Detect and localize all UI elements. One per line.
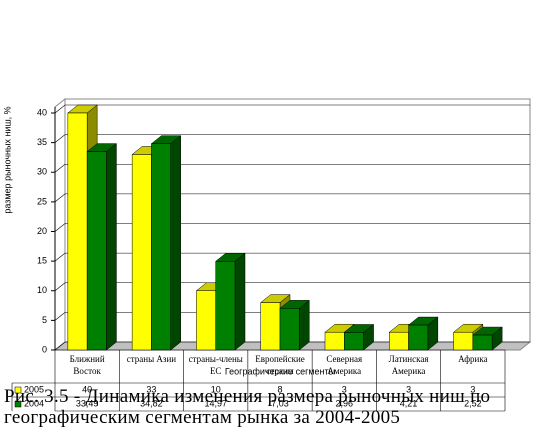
category-cell: Африка	[458, 354, 488, 364]
y-tick-label: 40	[37, 107, 47, 117]
bar	[215, 261, 236, 351]
data-label: 10	[211, 384, 221, 394]
grid-line	[54, 163, 530, 173]
bar-side	[170, 135, 181, 351]
data-label: 33	[146, 384, 156, 394]
bar-side	[299, 299, 310, 351]
grid-line	[54, 193, 530, 203]
x-tick-label: Ближний Восток	[69, 354, 105, 376]
data-label: 2,52	[464, 398, 482, 408]
legend-swatch	[14, 386, 22, 394]
bar-side	[106, 143, 117, 351]
caption: Рис. 3.5 - Динамика изменения размера ры…	[4, 386, 491, 428]
y-tick-label: 20	[37, 226, 47, 236]
x-tick-label: Северная Америка	[326, 354, 363, 376]
grid-line	[54, 104, 530, 114]
x-tick-label: Латинская Америка	[388, 354, 429, 376]
legend-swatch	[14, 400, 22, 408]
category-cell: страны-члены ЕС	[188, 354, 243, 376]
bar	[86, 151, 107, 351]
data-label: 3	[342, 384, 347, 394]
bar	[196, 290, 216, 351]
data-label: 14,97	[204, 398, 227, 408]
bar	[453, 331, 474, 351]
bar	[131, 154, 152, 351]
y-tick-label: 15	[37, 256, 47, 266]
bar	[279, 308, 300, 351]
y-tick-label: 0	[42, 344, 47, 354]
data-label: 40	[82, 384, 92, 394]
data-label: 33,49	[76, 398, 99, 408]
x-tick-label: Африка	[458, 354, 488, 364]
y-tick-label: 35	[37, 137, 47, 147]
category-cell: Европейские страны	[255, 354, 305, 376]
grid-line	[54, 252, 530, 262]
grid-line	[54, 134, 530, 143]
bar	[344, 332, 364, 351]
category-cell: Ближний Восток	[69, 354, 105, 376]
bar-side	[234, 252, 246, 351]
category-cell: страны Азии	[126, 354, 177, 364]
bar	[151, 143, 171, 351]
legend-label: 2005	[24, 384, 44, 394]
data-label: 2,96	[336, 398, 354, 408]
data-label: 34,82	[140, 398, 163, 408]
category-cell: Латинская Америка	[388, 354, 429, 376]
bar	[67, 112, 88, 351]
data-label: 3	[470, 384, 475, 394]
grid-line	[54, 341, 530, 351]
data-label: 3	[406, 384, 411, 394]
bar	[408, 324, 429, 351]
grid-line	[54, 223, 530, 232]
y-axis-label: размер рыночных ниш, %	[2, 106, 12, 213]
data-label: 4,21	[400, 398, 418, 408]
y-tick-label: 30	[37, 167, 47, 177]
x-axis-label: Географические сегменты	[225, 366, 335, 376]
bar	[324, 331, 345, 351]
x-tick-label: страны-члены ЕС	[188, 354, 243, 376]
y-tick-label: 5	[42, 315, 47, 325]
bar	[472, 334, 493, 351]
category-cell: Северная Америка	[326, 354, 363, 376]
bar	[389, 331, 409, 351]
y-tick-label: 25	[37, 196, 47, 206]
y-tick-label: 10	[37, 285, 47, 295]
x-tick-label: страны Азии	[126, 354, 177, 364]
legend-label: 2004	[24, 398, 44, 408]
x-tick-label: Европейские страны	[255, 354, 305, 376]
bar	[260, 302, 281, 351]
data-label: 7,03	[271, 398, 289, 408]
grid-line	[54, 282, 530, 291]
data-label: 8	[277, 384, 282, 394]
grid-line	[54, 312, 530, 321]
